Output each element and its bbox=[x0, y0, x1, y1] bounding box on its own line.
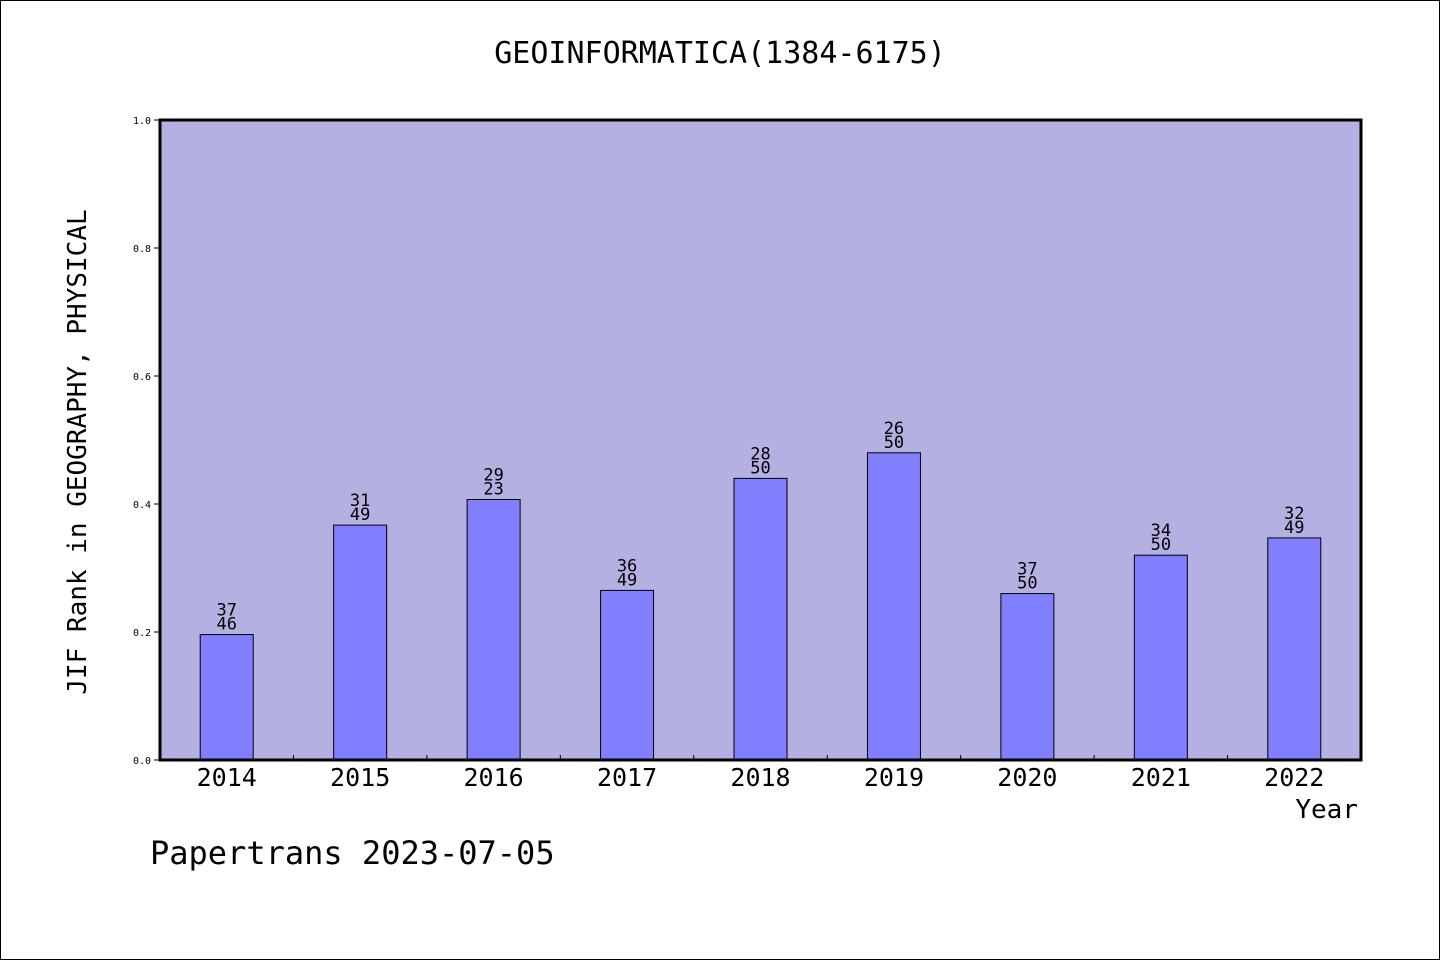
x-tick-label: 2021 bbox=[1131, 763, 1191, 792]
y-axis-label: JIF Rank in GEOGRAPHY, PHYSICAL bbox=[63, 209, 93, 695]
y-tick-label: 0.8 bbox=[133, 244, 151, 255]
x-axis-label: Year bbox=[1295, 795, 1358, 825]
bar-label-rank: 37 bbox=[1017, 560, 1037, 580]
footer-credit: Papertrans 2023-07-05 bbox=[150, 834, 555, 872]
bar bbox=[199, 634, 254, 761]
bar-label-total: 50 bbox=[1017, 574, 1037, 594]
bar-label-total: 46 bbox=[216, 615, 236, 635]
bars-layer bbox=[199, 452, 1322, 761]
bar bbox=[333, 524, 388, 761]
axes-layer: 2014 2015 2016 2017 2018 2019 2020 2021 2022 0.0 0… bbox=[133, 116, 1324, 792]
x-tick-label: 2018 bbox=[730, 763, 790, 792]
x-tick-label: 2014 bbox=[197, 763, 257, 792]
bar bbox=[733, 477, 788, 761]
bar bbox=[866, 452, 921, 761]
bar-label-total: 49 bbox=[350, 505, 370, 525]
bar-label-total: 49 bbox=[617, 570, 637, 590]
x-tick-label: 2016 bbox=[464, 763, 524, 792]
bar-label-total: 50 bbox=[884, 433, 904, 453]
bar bbox=[1000, 593, 1055, 761]
bar-label-rank: 28 bbox=[750, 444, 770, 464]
x-tick-label: 2015 bbox=[330, 763, 390, 792]
x-tick-label: 2020 bbox=[997, 763, 1057, 792]
bar-label-rank: 37 bbox=[216, 601, 236, 621]
bar-label-rank: 36 bbox=[617, 556, 637, 576]
bar bbox=[1267, 537, 1322, 761]
x-tick-label: 2019 bbox=[864, 763, 924, 792]
bar bbox=[1133, 554, 1188, 761]
bar-label-total: 49 bbox=[1284, 518, 1304, 538]
y-tick-label: 0.0 bbox=[133, 756, 151, 767]
y-tick-label: 0.6 bbox=[133, 372, 151, 383]
bar bbox=[600, 589, 655, 761]
bar-label-rank: 26 bbox=[884, 419, 904, 439]
bar-label-total: 50 bbox=[750, 458, 770, 478]
x-tick-label: 2022 bbox=[1264, 763, 1324, 792]
x-tick-label: 2017 bbox=[597, 763, 657, 792]
bar-label-rank: 34 bbox=[1151, 521, 1171, 541]
y-tick-label: 0.2 bbox=[133, 628, 151, 639]
y-tick-label: 1.0 bbox=[133, 116, 151, 127]
bar bbox=[466, 499, 521, 761]
bar-label-rank: 29 bbox=[483, 466, 503, 486]
chart-title: GEOINFORMATICA(1384-6175) bbox=[494, 36, 946, 71]
bar-label-rank: 32 bbox=[1284, 504, 1304, 524]
y-tick-label: 0.4 bbox=[133, 500, 151, 511]
bar-label-rank: 31 bbox=[350, 491, 370, 511]
bar-label-total: 23 bbox=[483, 480, 503, 500]
bar-label-total: 50 bbox=[1151, 535, 1171, 555]
plot-border bbox=[158, 118, 1363, 762]
